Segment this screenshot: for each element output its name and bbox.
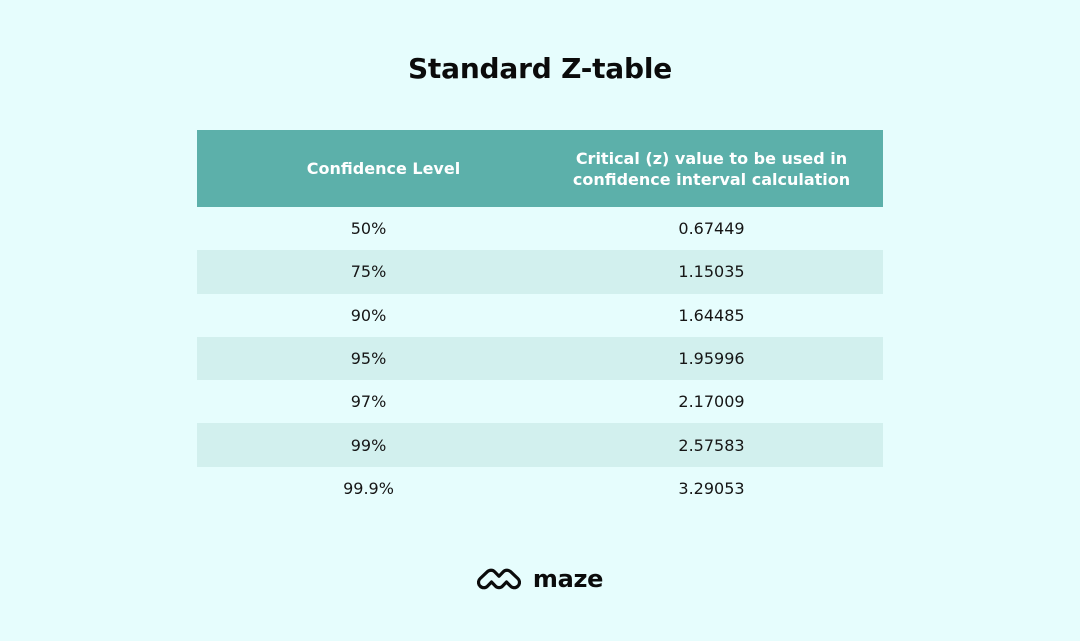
confidence-level-cell: 90%: [350, 305, 387, 325]
table-header-row: Confidence Level Critical (z) value to b…: [197, 130, 883, 207]
brand-name: maze: [532, 565, 604, 593]
table-row: 50% 0.67449: [197, 207, 883, 251]
table-body: 50% 0.67449 75% 1.15035 90% 1.64485 95% …: [197, 207, 883, 511]
brand-footer: maze: [0, 564, 1080, 594]
table-header: Confidence Level Critical (z) value to b…: [197, 130, 883, 207]
confidence-level-cell: 99%: [350, 435, 387, 455]
critical-value-cell: 2.17009: [678, 392, 745, 412]
critical-value-cell: 2.57583: [678, 435, 745, 455]
critical-value-cell: 0.67449: [678, 219, 745, 239]
maze-logo-icon: [476, 568, 521, 590]
confidence-level-cell: 99.9%: [343, 478, 394, 498]
table-row: 75% 1.15035: [197, 250, 883, 294]
confidence-level-cell: 50%: [350, 219, 387, 239]
confidence-level-cell: 97%: [350, 392, 387, 412]
table-row: 99% 2.57583: [197, 423, 883, 467]
table-row: 99.9% 3.29053: [197, 466, 883, 511]
column-header-confidence-level: Confidence Level: [306, 159, 461, 178]
table-row: 95% 1.95996: [197, 336, 883, 381]
critical-value-cell: 1.64485: [678, 305, 745, 325]
column-header-critical-value: Critical (z) value to be used in confide…: [572, 148, 851, 189]
table-row: 90% 1.64485: [197, 293, 883, 337]
page-title: Standard Z-table: [407, 52, 673, 85]
z-table: Confidence Level Critical (z) value to b…: [197, 130, 883, 511]
critical-value-cell: 1.15035: [678, 262, 745, 282]
critical-value-cell: 1.95996: [678, 349, 745, 369]
confidence-level-cell: 95%: [350, 349, 387, 369]
table-row: 97% 2.17009: [197, 380, 883, 424]
critical-value-cell: 3.29053: [678, 478, 745, 498]
confidence-level-cell: 75%: [350, 262, 387, 282]
brand-lockup: maze: [476, 564, 604, 594]
